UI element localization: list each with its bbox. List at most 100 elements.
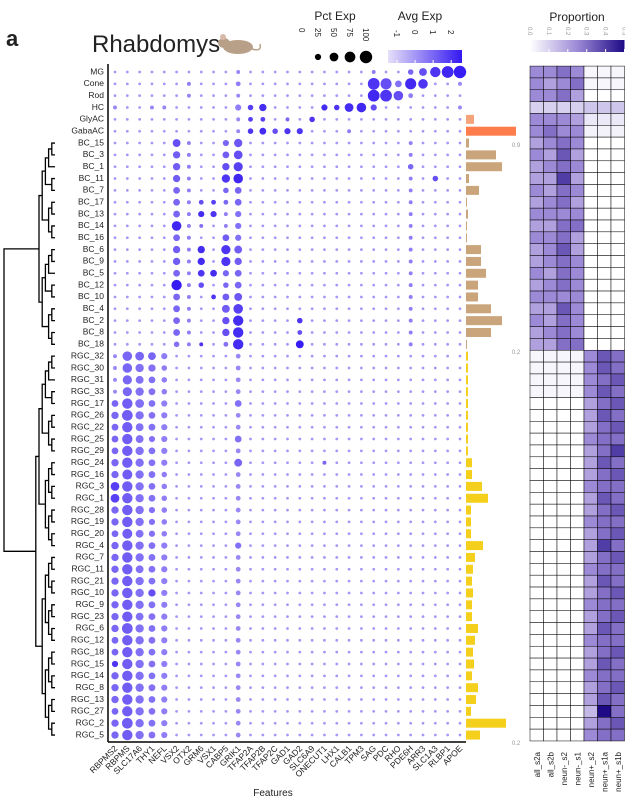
dot xyxy=(188,414,191,417)
dot xyxy=(188,580,191,583)
dot xyxy=(334,105,340,111)
dot xyxy=(114,296,117,299)
dot xyxy=(409,378,412,381)
dot xyxy=(442,66,454,78)
dendrogram-branch xyxy=(52,415,55,427)
dendrogram-branch xyxy=(52,510,55,522)
heatmap-cell xyxy=(584,646,598,658)
heatmap-cell xyxy=(557,492,571,504)
heatmap-cell xyxy=(557,173,571,185)
heatmap-cell xyxy=(598,433,612,445)
dot xyxy=(274,189,277,192)
dot xyxy=(163,343,166,346)
bar xyxy=(466,233,467,242)
dot xyxy=(236,662,241,667)
dot xyxy=(311,94,314,97)
heatmap-cell xyxy=(598,137,612,149)
dot xyxy=(418,79,428,89)
dot xyxy=(122,635,132,645)
dot xyxy=(397,130,400,133)
heatmap-cell xyxy=(611,315,625,327)
dot xyxy=(235,400,242,407)
dot xyxy=(272,128,278,134)
dot xyxy=(298,378,301,381)
dot xyxy=(323,651,326,654)
dot xyxy=(446,651,449,654)
dot xyxy=(211,200,216,205)
heatmap-cell xyxy=(530,220,544,232)
dot xyxy=(187,224,191,228)
heatmap-cell xyxy=(544,480,558,492)
dot xyxy=(111,613,118,620)
dot xyxy=(200,497,203,500)
dot xyxy=(163,331,166,334)
dot xyxy=(126,71,129,74)
heatmap-cell xyxy=(530,267,544,279)
dot xyxy=(188,485,191,488)
dot xyxy=(434,82,437,85)
dot xyxy=(348,236,351,239)
dot xyxy=(274,118,277,121)
dot xyxy=(360,509,363,512)
heatmap-cell xyxy=(611,457,625,469)
row-label: BC_16 xyxy=(78,232,104,242)
heatmap-cell xyxy=(544,350,558,362)
dot xyxy=(348,319,351,322)
dot xyxy=(212,319,215,322)
dot xyxy=(409,319,413,323)
dot xyxy=(149,708,156,715)
heatmap-cell xyxy=(584,137,598,149)
dot xyxy=(261,165,264,168)
dot xyxy=(434,710,437,713)
dot xyxy=(397,544,400,547)
dot xyxy=(348,343,351,346)
dot xyxy=(188,651,191,654)
dot xyxy=(187,342,191,346)
dot xyxy=(434,142,437,145)
dot xyxy=(459,296,462,299)
dot xyxy=(434,402,437,405)
heatmap-cell xyxy=(611,291,625,303)
dot xyxy=(311,414,314,417)
dot xyxy=(311,225,314,228)
dot xyxy=(446,639,449,642)
dot xyxy=(261,82,264,85)
row-label: RGC_26 xyxy=(71,410,104,420)
dot xyxy=(212,521,215,524)
dot xyxy=(311,177,314,180)
dot xyxy=(274,319,277,322)
dot xyxy=(199,224,203,228)
dot xyxy=(212,734,215,737)
heatmap-cell xyxy=(584,350,598,362)
bar xyxy=(466,423,468,432)
dot xyxy=(335,319,338,322)
heatmap-cell xyxy=(544,386,558,398)
heatmap-cell xyxy=(611,137,625,149)
dot xyxy=(200,663,203,666)
dot xyxy=(286,603,289,606)
row-label: GlyAC xyxy=(79,114,104,124)
dot xyxy=(212,82,215,85)
dot xyxy=(434,284,437,287)
dot xyxy=(409,342,413,346)
dot xyxy=(385,674,388,677)
dot xyxy=(335,402,338,405)
heatmap-cell xyxy=(611,646,625,658)
dot xyxy=(274,473,277,476)
dot xyxy=(459,331,462,334)
colorbar-label: 0.0 xyxy=(526,27,532,36)
dot xyxy=(236,508,241,513)
dot xyxy=(323,189,326,192)
heatmap-cell xyxy=(544,173,558,185)
heatmap-cell xyxy=(530,670,544,682)
heatmap-cell xyxy=(557,646,571,658)
dot xyxy=(224,521,227,524)
dot xyxy=(249,414,252,417)
heatmap-cell xyxy=(584,125,598,137)
dot xyxy=(446,201,449,204)
heatmap-cell xyxy=(557,244,571,256)
dot xyxy=(136,565,144,573)
bar xyxy=(466,186,479,195)
heatmap-cell xyxy=(544,611,558,623)
dot xyxy=(135,482,143,490)
